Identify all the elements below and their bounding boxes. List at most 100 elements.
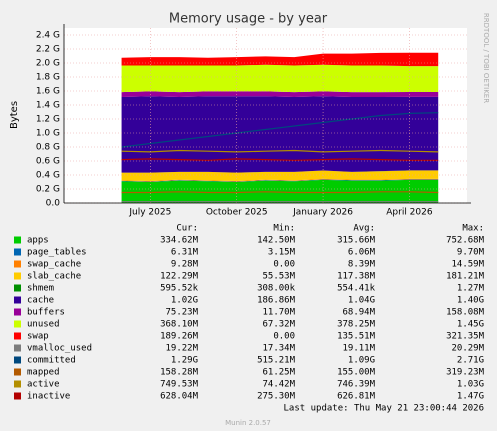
side-text: RRDTOOL / TOBI OETIKER: [482, 13, 490, 103]
legend-stat: 189.26M: [160, 332, 199, 342]
footer: Last update: Thu May 21 23:00:44 2026: [284, 404, 484, 414]
legend-stat: 61.25M: [262, 368, 295, 378]
legend-stat: 595.52k: [160, 284, 199, 294]
plot: [121, 52, 439, 203]
legend-swatch: [14, 320, 21, 328]
legend-stat: 122.29M: [160, 272, 199, 282]
legend-header: Cur:: [176, 224, 198, 234]
legend-label: apps: [27, 236, 49, 246]
legend-stat: 135.51M: [337, 332, 376, 342]
legend-stat: 746.39M: [337, 380, 376, 390]
legend-label: cache: [27, 296, 54, 306]
legend-stat: 155.00M: [337, 368, 376, 378]
legend-label: page_tables: [27, 248, 87, 258]
legend-stat: 334.62M: [160, 236, 199, 246]
legend-stat: 749.53M: [160, 380, 199, 390]
legend-header: Min:: [273, 224, 295, 234]
legend-swatch: [14, 296, 21, 304]
legend-stat: 142.50M: [257, 236, 296, 246]
legend-stat: 1.27M: [457, 284, 485, 294]
legend-swatch: [14, 236, 21, 244]
legend-header: Max:: [462, 224, 484, 234]
legend-label: shmem: [27, 284, 54, 294]
legend-stat: 9.28M: [171, 260, 199, 270]
legend-stat: 2.71G: [457, 356, 484, 366]
y-tick-label: 2.2 G: [36, 45, 60, 55]
legend-stat: 1.03G: [457, 380, 484, 390]
legend-stat: 8.39M: [348, 260, 376, 270]
legend-stat: 319.23M: [446, 368, 485, 378]
x-tick-label: October 2025: [206, 208, 268, 218]
legend-stat: 315.66M: [337, 236, 376, 246]
legend-label: buffers: [27, 308, 65, 318]
area: [121, 52, 439, 67]
y-axis-label: Bytes: [9, 101, 20, 129]
y-tick-label: 0.6 G: [36, 157, 60, 167]
chart-title: Memory usage - by year: [169, 12, 328, 27]
legend-stat: 117.38M: [337, 272, 376, 282]
legend-stat: 321.35M: [446, 332, 485, 342]
y-tick-label: 1.4 G: [36, 101, 60, 111]
legend-label: swap_cache: [27, 260, 81, 270]
legend-stat: 1.02G: [171, 296, 198, 306]
legend-stat: 752.68M: [446, 236, 485, 246]
legend-stat: 1.45G: [457, 320, 484, 330]
area: [121, 64, 439, 93]
legend-stat: 6.31M: [171, 248, 199, 258]
y-tick-label: 2.0 G: [36, 59, 60, 69]
y-tick-label: 1.6 G: [36, 87, 60, 97]
legend-stat: 19.22M: [165, 344, 198, 354]
legend-stat: 68.94M: [342, 308, 375, 318]
legend-stat: 308.00k: [257, 284, 296, 294]
legend-stat: 628.04M: [160, 392, 199, 402]
legend-stat: 158.28M: [160, 368, 199, 378]
y-tick-label: 2.4 G: [36, 31, 60, 41]
credit: Munin 2.0.57: [225, 419, 271, 427]
legend-label: swap: [27, 332, 49, 342]
legend-stat: 626.81M: [337, 392, 376, 402]
legend-swatch: [14, 272, 21, 280]
area: [121, 179, 439, 203]
legend-stat: 554.41k: [337, 284, 376, 294]
legend-label: committed: [27, 356, 76, 366]
x-tick-label: January 2026: [292, 208, 353, 218]
legend-header: Avg:: [353, 224, 375, 234]
legend-stat: 158.08M: [446, 308, 485, 318]
legend-swatch: [14, 392, 21, 400]
legend-stat: 1.04G: [348, 296, 375, 306]
legend-stat: 0.00: [273, 332, 295, 342]
legend-label: inactive: [27, 392, 70, 402]
legend-stat: 17.34M: [262, 344, 295, 354]
legend-stat: 275.30M: [257, 392, 296, 402]
y-tick-label: 0.4 G: [36, 171, 60, 181]
area: [121, 91, 439, 97]
legend-stat: 3.15M: [268, 248, 296, 258]
legend-stat: 186.86M: [257, 296, 296, 306]
legend-stat: 11.70M: [262, 308, 295, 318]
legend-stat: 1.40G: [457, 296, 484, 306]
legend-swatch: [14, 344, 21, 352]
line: [121, 158, 439, 161]
line: [121, 112, 439, 148]
legend-swatch: [14, 368, 21, 376]
legend-label: slab_cache: [27, 272, 81, 282]
line: [121, 191, 439, 194]
legend-stat: 1.29G: [171, 356, 198, 366]
legend-stat: 1.09G: [348, 356, 375, 366]
legend-swatch: [14, 332, 21, 340]
legend-label: unused: [27, 320, 60, 330]
x-tick-label: July 2025: [128, 208, 171, 218]
legend-stat: 0.00: [273, 260, 295, 270]
legend-label: active: [27, 380, 60, 390]
line: [121, 149, 439, 153]
y-tick-label: 0.0: [46, 199, 61, 209]
legend-stat: 1.47G: [457, 392, 484, 402]
area: [121, 178, 439, 182]
legend-swatch: [14, 356, 21, 364]
legend-stat: 378.25M: [337, 320, 376, 330]
legend-label: vmalloc_used: [27, 344, 92, 354]
legend-stat: 9.70M: [457, 248, 485, 258]
x-tick-label: April 2026: [386, 208, 433, 218]
y-tick-label: 1.2 G: [36, 115, 60, 125]
legend-stat: 55.53M: [262, 272, 295, 282]
